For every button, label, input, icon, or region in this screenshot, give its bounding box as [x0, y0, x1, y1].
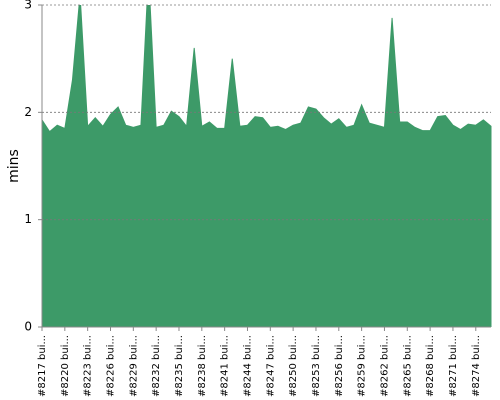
y-tick-label: 0: [24, 320, 32, 334]
x-tick-label: #8244 bui...: [242, 335, 253, 397]
x-tick-label: #8220 bui...: [60, 335, 71, 397]
x-tick-label: #8226 bui...: [105, 335, 116, 397]
x-tick-label: #8268 bui...: [425, 335, 436, 397]
x-tick-label: #8253 bui...: [311, 335, 322, 397]
x-tick-label: #8223 bui...: [83, 335, 94, 397]
x-tick-label: #8262 bui...: [379, 335, 390, 397]
x-tick-label: #8259 bui...: [357, 335, 368, 397]
x-tick-label: #8256 bui...: [334, 335, 345, 397]
x-tick-label: #8241 bui...: [220, 335, 231, 397]
x-tick-label: #8250 bui...: [288, 335, 299, 397]
y-tick-label: 1: [24, 212, 32, 226]
y-axis-label: mins: [6, 149, 22, 183]
y-tick-label: 3: [24, 0, 32, 12]
x-tick-label: #8265 bui...: [402, 335, 413, 397]
x-tick-label: #8274 bui...: [471, 335, 482, 397]
x-tick-label: #8232 bui...: [151, 335, 162, 397]
x-tick-label: #8229 bui...: [128, 335, 139, 397]
x-tick-label: #8235 bui...: [174, 335, 185, 397]
x-tick-label: #8271 bui...: [448, 335, 459, 397]
x-tick-label: #8217 bui...: [37, 335, 48, 397]
x-tick-label: #8238 bui...: [197, 335, 208, 397]
area: [42, 5, 492, 327]
x-tick-label: #8247 bui...: [265, 335, 276, 397]
y-tick-label: 2: [24, 105, 32, 119]
